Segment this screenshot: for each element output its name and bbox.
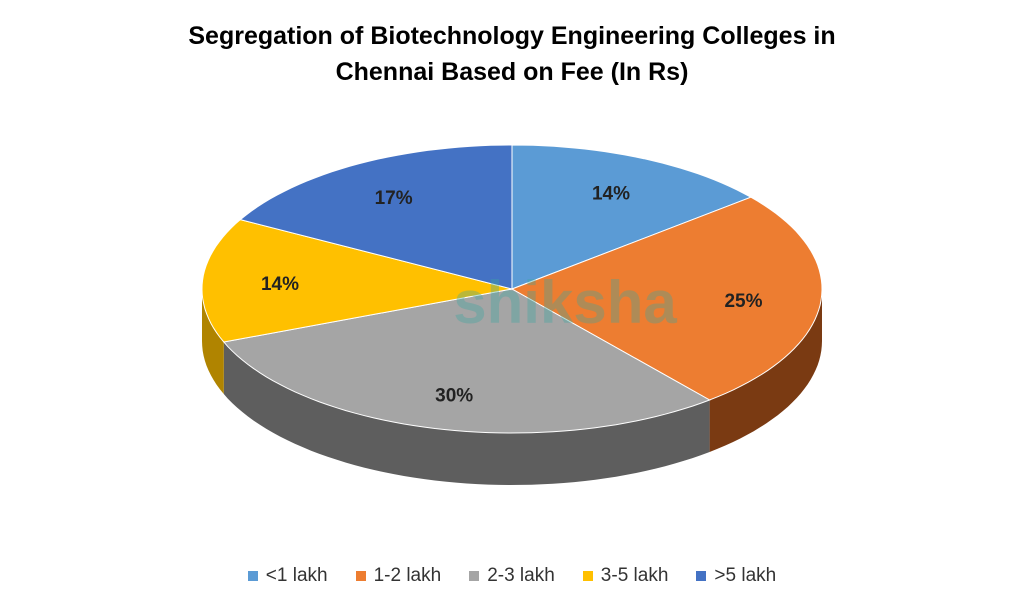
chart-title-line2: Chennai Based on Fee (In Rs)	[335, 58, 689, 86]
pie-side-2	[223, 342, 710, 485]
legend-label: >5 lakh	[714, 565, 777, 586]
chart-title: Segregation of Biotechnology Engineering…	[0, 18, 1024, 90]
legend-swatch	[696, 571, 707, 581]
watermark-logo: shiksha	[453, 269, 677, 336]
legend: <1 lakh 1-2 lakh 2-3 lakh 3-5 lakh >5 la…	[0, 565, 1024, 587]
legend-label: 2-3 lakh	[487, 565, 555, 586]
legend-item: >5 lakh	[696, 565, 776, 587]
data-label: 25%	[724, 291, 762, 312]
legend-swatch	[469, 571, 480, 581]
pie-side-3	[202, 289, 224, 394]
pie-slice-1	[510, 196, 823, 401]
pie-side-1	[709, 289, 822, 452]
data-label: 14%	[592, 183, 630, 204]
legend-swatch	[355, 571, 366, 581]
legend-label: <1 lakh	[265, 565, 328, 586]
data-label: 17%	[375, 188, 413, 209]
pie-slice-3	[201, 219, 513, 343]
pie-slice-4	[239, 144, 513, 290]
legend-item: 3-5 lakh	[582, 565, 669, 587]
legend-item: <1 lakh	[247, 565, 328, 587]
legend-item: 1-2 lakh	[355, 565, 442, 587]
legend-item: 2-3 lakh	[469, 565, 555, 587]
legend-swatch	[582, 571, 593, 581]
legend-swatch	[247, 571, 258, 581]
legend-label: 3-5 lakh	[600, 565, 669, 586]
data-label: 30%	[435, 386, 473, 407]
pie-slice-0	[511, 144, 753, 290]
chart-title-line1: Segregation of Biotechnology Engineering…	[188, 22, 836, 50]
data-label: 14%	[261, 274, 299, 295]
legend-label: 1-2 lakh	[373, 565, 442, 586]
pie-slice-2	[222, 288, 711, 434]
